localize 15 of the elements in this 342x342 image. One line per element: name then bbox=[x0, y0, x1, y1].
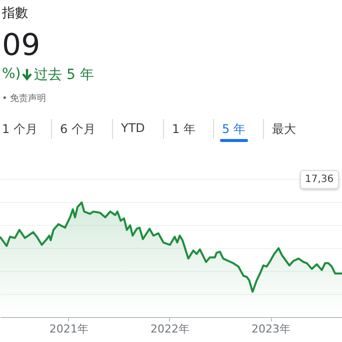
text: 6 个月 bbox=[60, 121, 96, 138]
x-tick-label: 2023年 bbox=[252, 322, 291, 336]
chart-subtitle: 09 bbox=[2, 28, 40, 63]
text: • 免责声明 bbox=[2, 92, 46, 105]
text: %) bbox=[2, 66, 21, 82]
x-tick-label: 2022年 bbox=[150, 322, 190, 336]
text: 最大 bbox=[272, 121, 296, 138]
text: 5 年 bbox=[222, 121, 246, 138]
x-tick-label: 2021年 bbox=[49, 322, 88, 336]
text: 17,36 bbox=[300, 170, 339, 189]
chart-title: 指數 bbox=[2, 5, 28, 22]
text: YTD bbox=[121, 121, 145, 135]
text: 过去 5 年 bbox=[34, 66, 94, 84]
text: 1 年 bbox=[172, 121, 196, 138]
text: 1 个月 bbox=[2, 121, 38, 138]
